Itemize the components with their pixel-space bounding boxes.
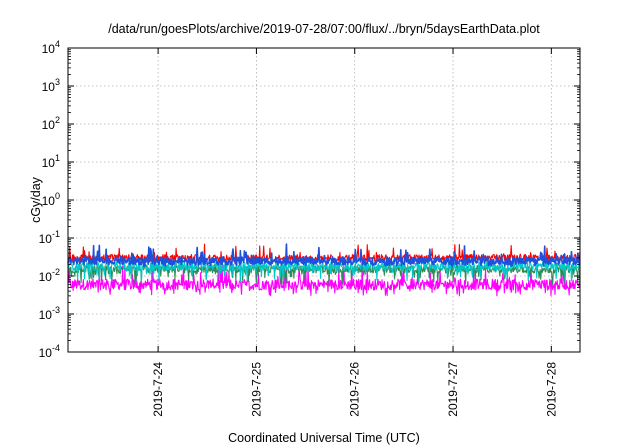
y-tick-label: 100 [42,191,60,208]
y-axis: 10-4 10-3 10-2 10-1 100 101 102 103 104 [39,39,580,360]
x-tick-label: 2019-7-26 [348,362,362,417]
y-tick-label: 101 [42,153,60,170]
y-tick-label: 10-3 [39,305,60,322]
x-tick-label: 2019-7-24 [151,362,165,417]
x-tick-label: 2019-7-28 [544,362,558,417]
x-axis-label: Coordinated Universal Time (UTC) [228,431,420,445]
data-series [67,243,581,297]
y-tick-label: 10-1 [39,229,60,246]
y-tick-label: 103 [42,77,60,94]
series-line [67,243,581,267]
x-tick-label: 2019-7-25 [249,362,263,417]
y-axis-label: cGy/day [29,176,43,223]
grid-lines [68,48,580,352]
x-axis: 2019-7-24 2019-7-25 2019-7-26 2019-7-27 2019… [151,48,558,417]
chart-title: /data/run/goesPlots/archive/2019-07-28/0… [108,22,540,36]
y-tick-label: 10-4 [39,343,60,360]
x-tick-label: 2019-7-27 [446,362,460,417]
y-tick-label: 102 [42,115,60,132]
y-tick-label: 104 [42,39,60,56]
series-line [67,264,581,297]
series-line [67,257,581,283]
y-tick-label: 10-2 [39,267,60,284]
